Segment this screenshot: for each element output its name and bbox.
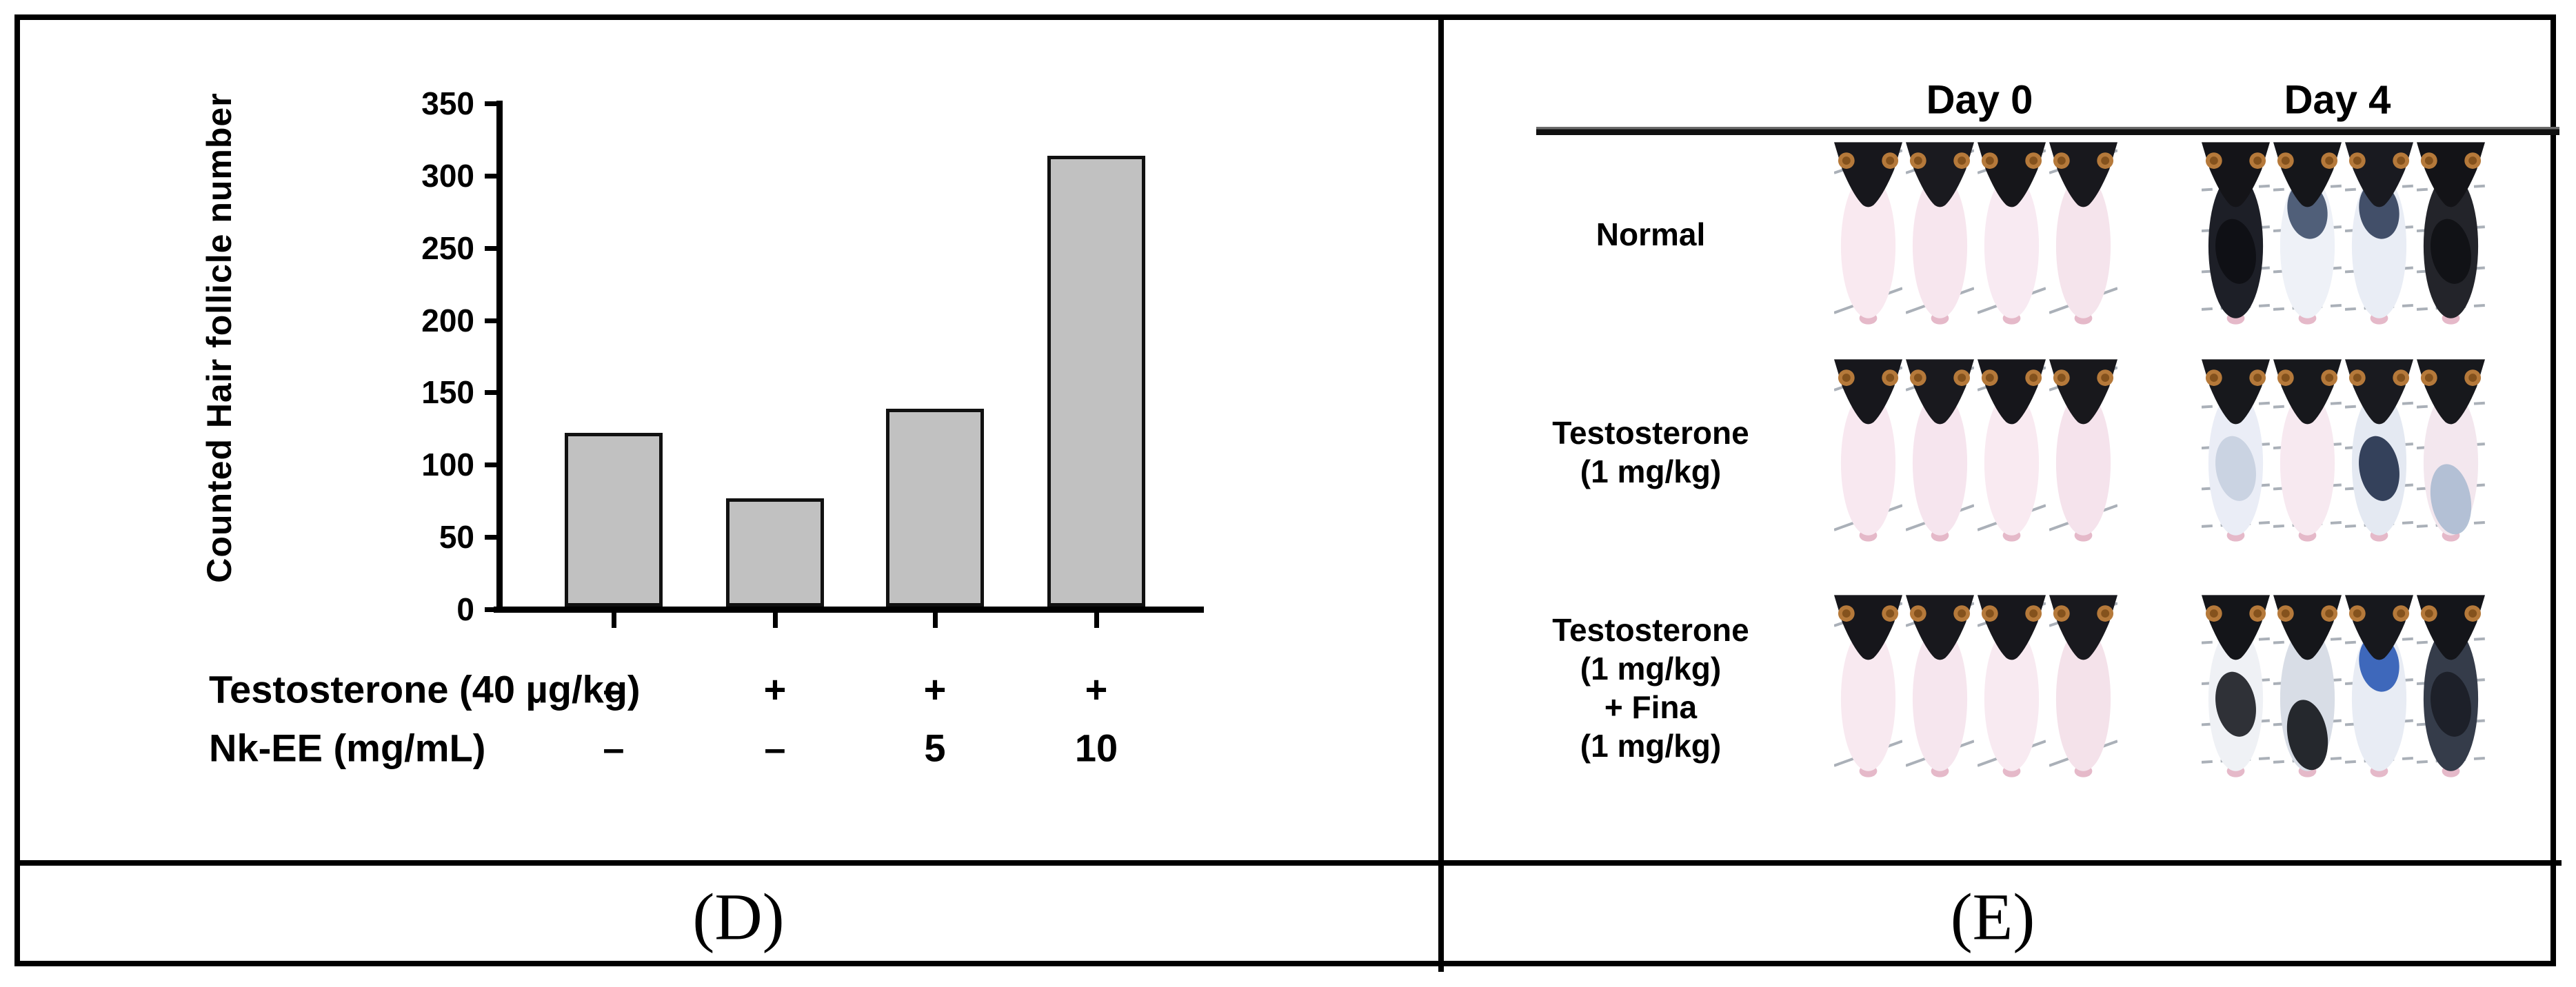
row-label-line: (1 mg/kg)	[1580, 454, 1722, 489]
dose-value: 10	[1074, 726, 1118, 770]
y-tick-label: 350	[421, 85, 474, 121]
x-tick	[612, 613, 616, 628]
dose-value: 5	[924, 726, 946, 770]
x-tick	[1094, 613, 1099, 628]
y-tick-label: 250	[421, 230, 474, 266]
photo-group-day4-row1	[2202, 141, 2497, 327]
y-tick	[485, 101, 496, 106]
mouse-photo	[2273, 595, 2342, 780]
panel-d-caption: (D)	[692, 879, 785, 954]
y-tick	[485, 607, 496, 612]
row-label: Testosterone (1 mg/kg) + Fina (1 mg/kg)	[1471, 611, 1830, 765]
x-axis-line	[494, 607, 1204, 613]
dose-row-label-nkee: Nk-EE (mg/mL)	[209, 726, 486, 770]
y-tick-label: 200	[421, 302, 474, 338]
row-label-line: Testosterone	[1552, 415, 1749, 451]
row-label: Testosterone (1 mg/kg)	[1471, 414, 1830, 491]
y-tick	[485, 245, 496, 251]
row-label-line: Normal	[1596, 216, 1706, 252]
mouse-photo	[2345, 595, 2413, 780]
mouse-photo	[2273, 359, 2342, 544]
row-label-line: (1 mg/kg)	[1580, 651, 1722, 686]
row-label-line: Testosterone	[1552, 612, 1749, 648]
header-rule	[1536, 127, 2559, 135]
mouse-photo	[2345, 142, 2413, 327]
dose-value: +	[763, 667, 787, 711]
dose-value: +	[923, 667, 947, 711]
mouse-photo	[2417, 142, 2485, 327]
mouse-photo	[1834, 359, 1902, 544]
photo-group-day0-row3	[1834, 594, 2118, 780]
mouse-photo	[2049, 359, 2117, 544]
row-label-line: + Fina	[1604, 689, 1698, 725]
photo-group-day0-row2	[1834, 358, 2118, 545]
y-tick	[485, 173, 496, 179]
dose-value: –	[603, 726, 625, 770]
photo-group-day0-row1	[1834, 141, 2118, 327]
column-header-day4: Day 4	[2284, 77, 2391, 123]
mouse-photo	[2417, 595, 2485, 780]
y-tick	[485, 390, 496, 396]
y-tick-label: 150	[421, 374, 474, 411]
y-tick	[485, 318, 496, 323]
y-tick-label: 300	[421, 157, 474, 194]
mouse-photo	[2273, 142, 2342, 327]
figure-border	[14, 14, 2556, 966]
photo-group-day4-row3	[2202, 594, 2497, 780]
y-axis-line	[496, 101, 503, 612]
bar-group-3	[886, 409, 984, 607]
y-tick-label: 50	[439, 519, 474, 556]
mouse-photo	[1978, 595, 2046, 780]
caption-divider	[14, 860, 2562, 866]
mouse-photo	[2049, 142, 2117, 327]
mouse-photo	[1906, 142, 1974, 327]
mouse-photo	[2417, 359, 2485, 544]
dose-value: +	[1085, 667, 1108, 711]
y-axis-label: Counted Hair follicle number	[200, 92, 239, 583]
mouse-photo	[2345, 359, 2413, 544]
dose-row-label-testosterone: Testosterone (40 µg/kg)	[209, 667, 641, 711]
mouse-photo	[2202, 142, 2270, 327]
photo-group-day4-row2	[2202, 358, 2497, 545]
mouse-photo	[2202, 359, 2270, 544]
mouse-photo	[1834, 595, 1902, 780]
mouse-photo	[2202, 595, 2270, 780]
panel-e-caption: (E)	[1950, 879, 2035, 954]
bar-group-4	[1047, 156, 1145, 607]
x-tick	[773, 613, 778, 628]
y-tick	[485, 535, 496, 540]
row-label-line: (1 mg/kg)	[1580, 728, 1722, 764]
y-tick-label: 0	[456, 591, 474, 627]
row-label: Normal	[1471, 215, 1830, 254]
dose-value: –	[764, 726, 786, 770]
y-tick-label: 100	[421, 447, 474, 483]
panel-divider	[1438, 14, 1444, 972]
bar-group-1	[565, 433, 663, 607]
x-tick	[933, 613, 938, 628]
y-tick	[485, 462, 496, 468]
mouse-photo	[1906, 359, 1974, 544]
mouse-photo	[1906, 595, 1974, 780]
column-header-day0: Day 0	[1926, 77, 2033, 123]
mouse-photo	[1834, 142, 1902, 327]
mouse-photo	[1978, 142, 2046, 327]
dose-value: –	[603, 667, 625, 711]
bar-group-2	[726, 498, 824, 607]
mouse-photo	[1978, 359, 2046, 544]
mouse-photo	[2049, 595, 2117, 780]
